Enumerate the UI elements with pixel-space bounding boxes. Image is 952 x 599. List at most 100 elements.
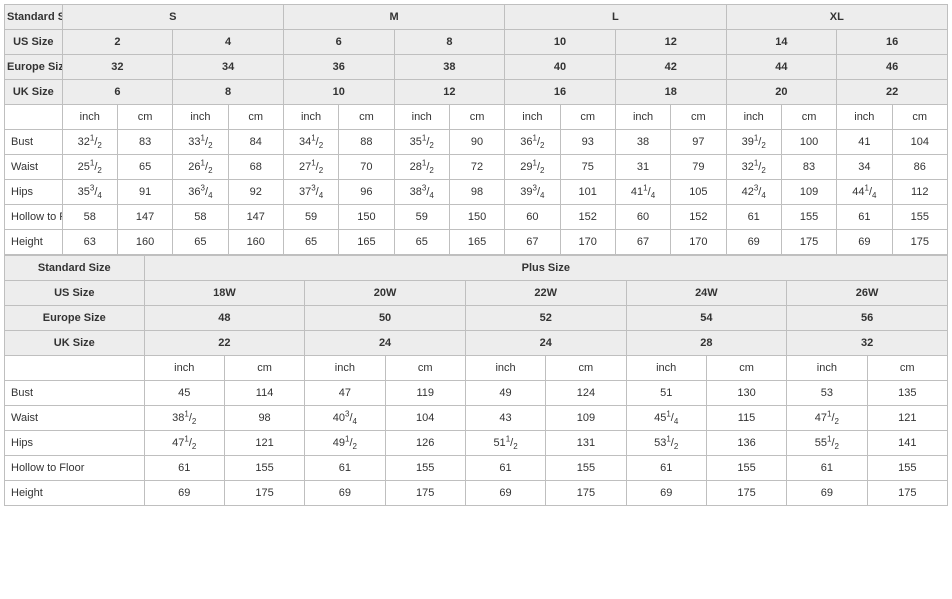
plus-eu-row: Europe Size 48 50 52 54 56 xyxy=(5,306,948,331)
cell-inch: 393/4 xyxy=(505,180,560,205)
cell-cm: 84 xyxy=(228,130,283,155)
cell-inch: 59 xyxy=(283,205,338,230)
cell-inch: 281/2 xyxy=(394,155,449,180)
cell-cm: 114 xyxy=(224,381,304,406)
cell-inch: 251/2 xyxy=(62,155,117,180)
row-label: Waist xyxy=(5,406,145,431)
cell-cm: 83 xyxy=(781,155,836,180)
std-eu-3: 38 xyxy=(394,55,505,80)
u-inch: inch xyxy=(305,356,385,381)
cell-inch: 441/4 xyxy=(837,180,892,205)
cell-cm: 165 xyxy=(339,230,394,255)
cell-inch: 69 xyxy=(626,481,706,506)
u-inch: inch xyxy=(465,356,545,381)
cell-inch: 423/4 xyxy=(726,180,781,205)
std-us-1: 4 xyxy=(173,30,284,55)
cell-inch: 471/2 xyxy=(144,431,224,456)
hdr-us-size: US Size xyxy=(5,30,63,55)
cell-inch: 321/2 xyxy=(62,130,117,155)
cell-cm: 112 xyxy=(892,180,947,205)
table-row: Height6917569175691756917569175 xyxy=(5,481,948,506)
cell-inch: 67 xyxy=(615,230,670,255)
u-cm: cm xyxy=(339,105,394,130)
cell-inch: 69 xyxy=(787,481,867,506)
cell-inch: 551/2 xyxy=(787,431,867,456)
std-eu-7: 46 xyxy=(837,55,948,80)
std-uk-5: 18 xyxy=(615,80,726,105)
cell-inch: 65 xyxy=(394,230,449,255)
u-cm: cm xyxy=(449,105,504,130)
hdr-us-size-2: US Size xyxy=(5,281,145,306)
cell-inch: 38 xyxy=(615,130,670,155)
cell-inch: 61 xyxy=(144,456,224,481)
plus-us-row: US Size 18W 20W 22W 24W 26W xyxy=(5,281,948,306)
plus-uk-0: 22 xyxy=(144,331,305,356)
row-label: Bust xyxy=(5,130,63,155)
std-us-2: 6 xyxy=(283,30,394,55)
cell-cm: 160 xyxy=(117,230,172,255)
plus-us-0: 18W xyxy=(144,281,305,306)
cell-cm: 72 xyxy=(449,155,504,180)
cell-inch: 373/4 xyxy=(283,180,338,205)
cell-inch: 471/2 xyxy=(787,406,867,431)
u-cm: cm xyxy=(385,356,465,381)
cell-inch: 61 xyxy=(726,205,781,230)
cell-cm: 88 xyxy=(339,130,394,155)
std-uk-4: 16 xyxy=(505,80,616,105)
row-label: Hollow to Floor xyxy=(5,456,145,481)
plus-eu-3: 54 xyxy=(626,306,787,331)
u-cm: cm xyxy=(546,356,626,381)
cell-inch: 61 xyxy=(465,456,545,481)
cell-inch: 58 xyxy=(62,205,117,230)
std-size-0: S xyxy=(62,5,283,30)
plus-eu-2: 52 xyxy=(465,306,626,331)
cell-cm: 109 xyxy=(546,406,626,431)
cell-inch: 391/2 xyxy=(726,130,781,155)
cell-cm: 175 xyxy=(781,230,836,255)
cell-cm: 115 xyxy=(706,406,786,431)
cell-cm: 109 xyxy=(781,180,836,205)
cell-inch: 363/4 xyxy=(173,180,228,205)
cell-cm: 104 xyxy=(892,130,947,155)
std-size-2: L xyxy=(505,5,726,30)
std-uk-7: 22 xyxy=(837,80,948,105)
cell-inch: 61 xyxy=(787,456,867,481)
cell-cm: 75 xyxy=(560,155,615,180)
cell-cm: 91 xyxy=(117,180,172,205)
cell-cm: 96 xyxy=(339,180,394,205)
cell-inch: 47 xyxy=(305,381,385,406)
hdr-eu-size: Europe Size xyxy=(5,55,63,80)
std-eu-6: 44 xyxy=(726,55,837,80)
cell-inch: 61 xyxy=(305,456,385,481)
cell-inch: 511/2 xyxy=(465,431,545,456)
std-eu-5: 42 xyxy=(615,55,726,80)
cell-cm: 83 xyxy=(117,130,172,155)
cell-cm: 155 xyxy=(781,205,836,230)
std-us-3: 8 xyxy=(394,30,505,55)
hdr-eu-size-2: Europe Size xyxy=(5,306,145,331)
table-row: Bust321/283331/284341/288351/290361/2933… xyxy=(5,130,948,155)
plus-us-3: 24W xyxy=(626,281,787,306)
std-unit-row: inchcm inchcm inchcm inchcm inchcm inchc… xyxy=(5,105,948,130)
std-eu-1: 34 xyxy=(173,55,284,80)
cell-cm: 68 xyxy=(228,155,283,180)
cell-inch: 69 xyxy=(144,481,224,506)
plus-us-1: 20W xyxy=(305,281,466,306)
plus-unit-blank xyxy=(5,356,145,381)
cell-inch: 53 xyxy=(787,381,867,406)
cell-inch: 65 xyxy=(283,230,338,255)
cell-cm: 175 xyxy=(546,481,626,506)
std-eu-row: Europe Size 32 34 36 38 40 42 44 46 xyxy=(5,55,948,80)
cell-inch: 58 xyxy=(173,205,228,230)
std-uk-3: 12 xyxy=(394,80,505,105)
hdr-uk-size-2: UK Size xyxy=(5,331,145,356)
cell-cm: 131 xyxy=(546,431,626,456)
cell-inch: 49 xyxy=(465,381,545,406)
table-row: Hips471/2121491/2126511/2131531/2136551/… xyxy=(5,431,948,456)
cell-cm: 119 xyxy=(385,381,465,406)
cell-cm: 160 xyxy=(228,230,283,255)
cell-cm: 150 xyxy=(449,205,504,230)
hdr-standard-size: Standard Size xyxy=(5,5,63,30)
cell-inch: 69 xyxy=(305,481,385,506)
cell-cm: 98 xyxy=(224,406,304,431)
